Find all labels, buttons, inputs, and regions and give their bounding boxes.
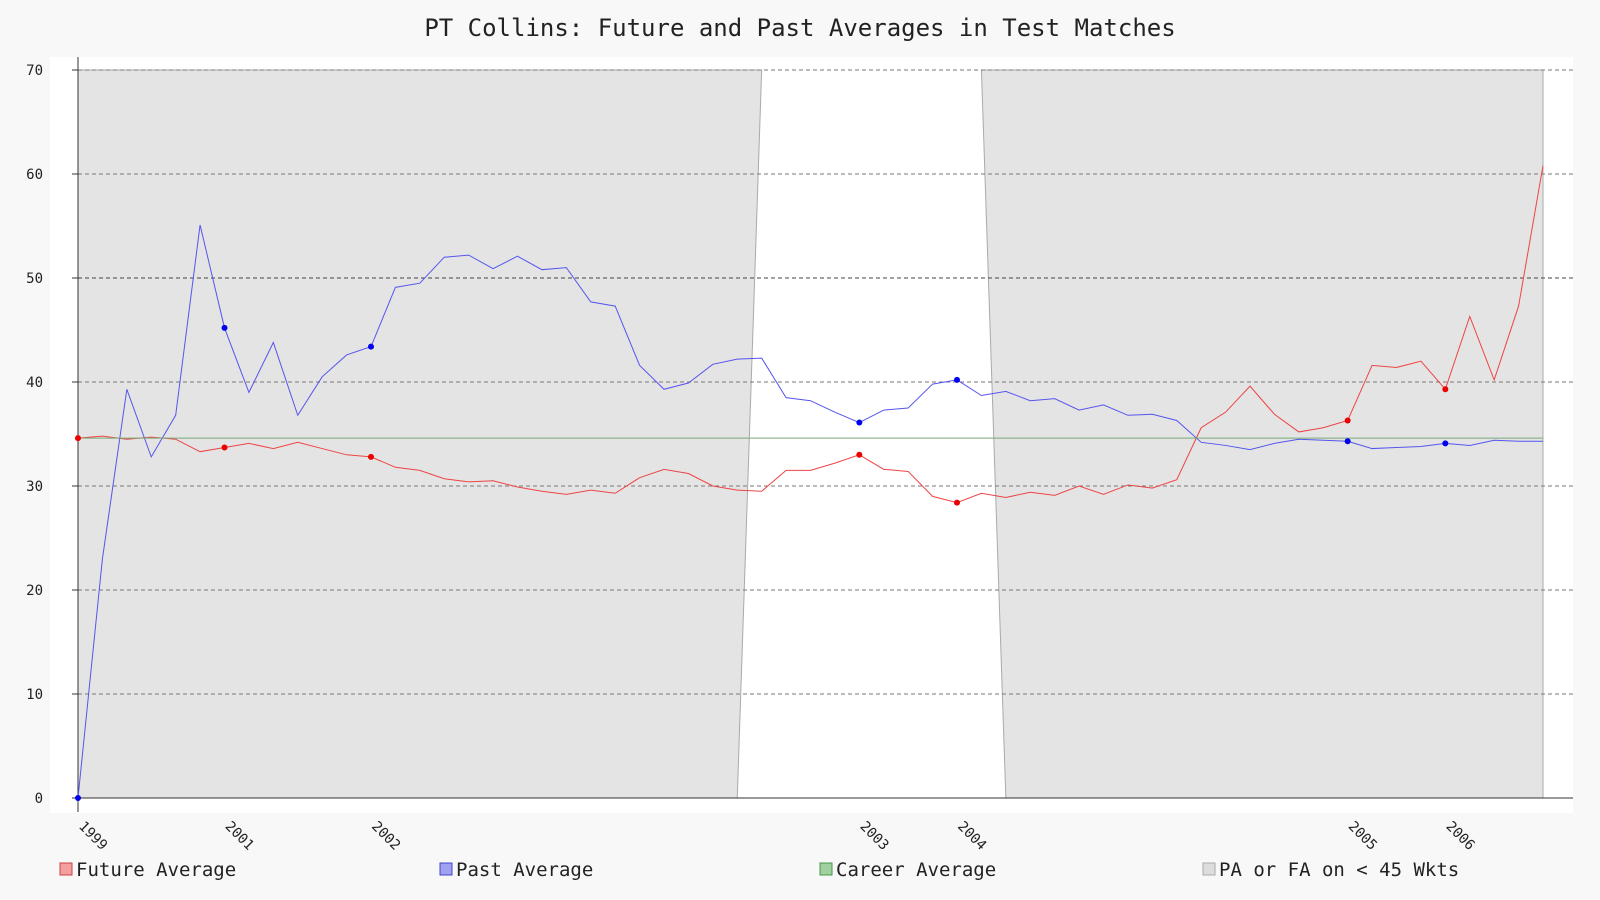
- y-tick-label: 30: [26, 479, 43, 495]
- data-point: [856, 419, 863, 426]
- legend-label: Future Average: [76, 859, 236, 881]
- y-tick-label: 50: [26, 271, 43, 287]
- series-lines: [77, 165, 1544, 799]
- data-point: [1344, 438, 1351, 445]
- data-point: [221, 324, 228, 331]
- gridlines: 0 10 20 30 40 50 60 70: [26, 63, 1573, 807]
- data-point: [954, 499, 960, 506]
- series-markers: [75, 324, 1449, 801]
- data-point: [368, 343, 374, 350]
- legend-swatch: [59, 862, 73, 876]
- legend-label: PA or FA on < 45 Wkts: [1219, 859, 1459, 881]
- legend-swatch: [439, 862, 453, 876]
- series-line-past-average: [77, 224, 1543, 799]
- shaded-region-layer: [77, 69, 1544, 799]
- shaded-region-left: [77, 69, 763, 799]
- y-tick-label: 10: [26, 687, 43, 703]
- data-point: [221, 444, 228, 451]
- data-point: [856, 451, 863, 458]
- shaded-region-right: [980, 69, 1544, 799]
- y-tick-label: 70: [26, 63, 43, 79]
- data-point: [368, 453, 374, 460]
- data-point: [1344, 417, 1351, 424]
- y-tick-label: 60: [26, 167, 43, 183]
- legend-swatch: [819, 862, 833, 876]
- legend-label: Career Average: [836, 859, 996, 881]
- data-point: [75, 435, 81, 442]
- data-point: [1442, 440, 1449, 447]
- chart-title: PT Collins: Future and Past Averages in …: [424, 14, 1175, 42]
- data-point: [75, 795, 81, 801]
- y-tick-label: 0: [35, 791, 43, 807]
- legend: Future Average Past Average Career Average…: [59, 859, 1459, 881]
- y-tick-label: 40: [26, 375, 43, 391]
- data-point: [1442, 386, 1449, 393]
- legend-swatch: [1202, 862, 1216, 876]
- y-tick-label: 20: [26, 583, 43, 599]
- series-line-future-average: [77, 165, 1544, 504]
- data-point: [954, 376, 960, 383]
- legend-label: Past Average: [456, 859, 593, 881]
